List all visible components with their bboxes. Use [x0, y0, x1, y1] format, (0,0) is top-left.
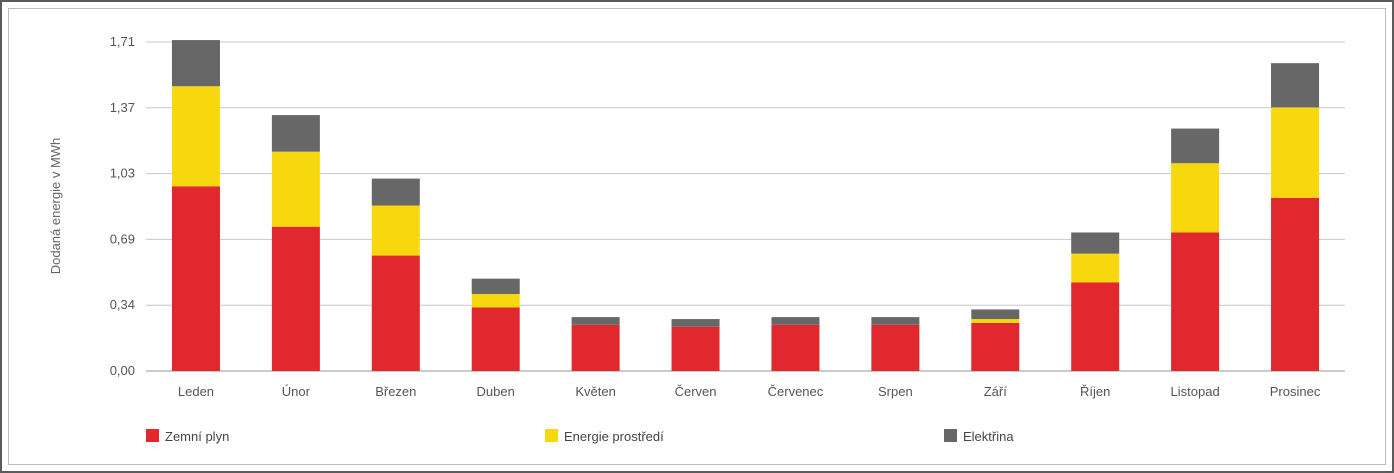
bar-segment — [371, 205, 420, 256]
y-tick-label: 1,03 — [110, 166, 135, 181]
bar-segment — [971, 319, 1020, 323]
bar-segment — [471, 307, 520, 371]
x-tick-label: Květen — [575, 384, 615, 399]
bar-segment — [971, 322, 1020, 371]
y-tick-label: 0,34 — [110, 297, 135, 312]
bar-segment — [271, 151, 320, 227]
bar-segment — [1171, 163, 1220, 233]
x-tick-label: Říjen — [1080, 384, 1110, 399]
bar-segment — [371, 178, 420, 206]
legend-swatch — [545, 429, 558, 442]
chart-panel — [8, 8, 1386, 465]
bar-segment — [1271, 63, 1320, 108]
bar-segment — [1171, 128, 1220, 164]
bar-segment — [771, 324, 820, 371]
bar-segment — [771, 317, 820, 325]
x-tick-label: Září — [984, 384, 1008, 399]
bar-segment — [371, 255, 420, 371]
bar-segment — [671, 326, 720, 371]
x-tick-label: Listopad — [1171, 384, 1220, 399]
bar-segment — [1071, 232, 1120, 254]
bar-segment — [571, 317, 620, 325]
bar-segment — [271, 115, 320, 152]
bar-segment — [471, 294, 520, 308]
bar-segment — [171, 186, 220, 371]
bar-segment — [971, 309, 1020, 320]
legend-label: Zemní plyn — [165, 429, 229, 444]
y-tick-label: 1,71 — [110, 34, 135, 49]
legend-swatch — [146, 429, 159, 442]
x-tick-label: Srpen — [878, 384, 913, 399]
bar-segment — [1171, 232, 1220, 371]
bar-segment — [571, 324, 620, 371]
bar-segment — [871, 324, 920, 371]
x-tick-label: Červenec — [768, 384, 824, 399]
x-tick-label: Únor — [282, 384, 311, 399]
bar-segment — [871, 317, 920, 325]
y-tick-label: 0,00 — [110, 363, 135, 378]
x-tick-label: Červen — [675, 384, 717, 399]
x-tick-label: Duben — [477, 384, 515, 399]
y-axis-label: Dodaná energie v MWh — [48, 138, 63, 275]
bar-segment — [1271, 107, 1320, 198]
x-tick-label: Prosinec — [1270, 384, 1321, 399]
bar-segment — [1271, 197, 1320, 371]
y-tick-label: 0,69 — [110, 231, 135, 246]
x-tick-label: Březen — [375, 384, 416, 399]
bar-segment — [171, 40, 220, 87]
bar-segment — [671, 319, 720, 327]
bar-segment — [1071, 282, 1120, 371]
bar-segment — [1071, 253, 1120, 283]
x-tick-label: Leden — [178, 384, 214, 399]
legend-label: Elektřina — [963, 429, 1014, 444]
legend-label: Energie prostředí — [564, 429, 664, 444]
bar-segment — [471, 278, 520, 295]
legend-swatch — [944, 429, 957, 442]
bar-segment — [171, 86, 220, 187]
y-tick-label: 1,37 — [110, 100, 135, 115]
bar-segment — [271, 226, 320, 371]
